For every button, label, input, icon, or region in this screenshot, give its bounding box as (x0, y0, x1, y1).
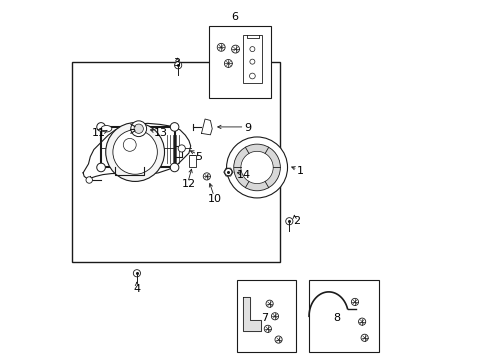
Circle shape (170, 163, 179, 172)
Text: 6: 6 (230, 12, 238, 22)
Circle shape (285, 218, 292, 225)
Bar (237, 280, 296, 352)
Circle shape (224, 59, 232, 67)
Text: 10: 10 (208, 194, 222, 204)
Circle shape (203, 173, 210, 180)
Circle shape (97, 163, 105, 172)
Circle shape (224, 168, 231, 176)
Polygon shape (201, 119, 212, 135)
Bar (308, 280, 378, 352)
Circle shape (351, 298, 358, 306)
Circle shape (249, 59, 254, 64)
Text: 8: 8 (333, 313, 340, 323)
Circle shape (241, 151, 273, 184)
Circle shape (217, 43, 224, 51)
Circle shape (105, 123, 164, 181)
Polygon shape (242, 297, 260, 330)
Circle shape (360, 334, 367, 341)
Circle shape (249, 73, 255, 79)
Circle shape (97, 123, 105, 131)
Circle shape (133, 270, 140, 277)
Bar (188, 155, 196, 167)
Text: 7: 7 (260, 313, 267, 323)
Circle shape (226, 137, 287, 198)
Bar (242, 35, 262, 83)
Circle shape (264, 325, 271, 332)
Circle shape (358, 318, 365, 325)
Circle shape (265, 300, 273, 307)
Circle shape (233, 144, 280, 191)
Bar (208, 26, 271, 98)
Circle shape (123, 138, 136, 151)
Circle shape (224, 168, 231, 176)
Text: 13: 13 (154, 128, 168, 138)
Text: 2: 2 (293, 216, 300, 226)
Circle shape (174, 62, 182, 69)
Text: 11: 11 (92, 128, 106, 138)
Text: 12: 12 (182, 179, 196, 189)
Circle shape (249, 46, 254, 51)
Circle shape (113, 130, 157, 174)
Text: 1: 1 (296, 166, 304, 176)
Text: 9: 9 (244, 123, 250, 133)
Circle shape (131, 121, 146, 136)
Circle shape (231, 45, 239, 53)
Circle shape (170, 123, 179, 131)
Polygon shape (83, 123, 190, 178)
Text: 3: 3 (173, 58, 180, 68)
Text: 14: 14 (236, 170, 250, 180)
Bar (72, 62, 280, 262)
Circle shape (178, 145, 185, 152)
Circle shape (134, 124, 143, 134)
Circle shape (86, 177, 92, 183)
Text: 4: 4 (133, 284, 140, 294)
Text: 5: 5 (195, 152, 202, 162)
Circle shape (274, 336, 282, 343)
Ellipse shape (101, 126, 112, 132)
Circle shape (271, 313, 278, 320)
